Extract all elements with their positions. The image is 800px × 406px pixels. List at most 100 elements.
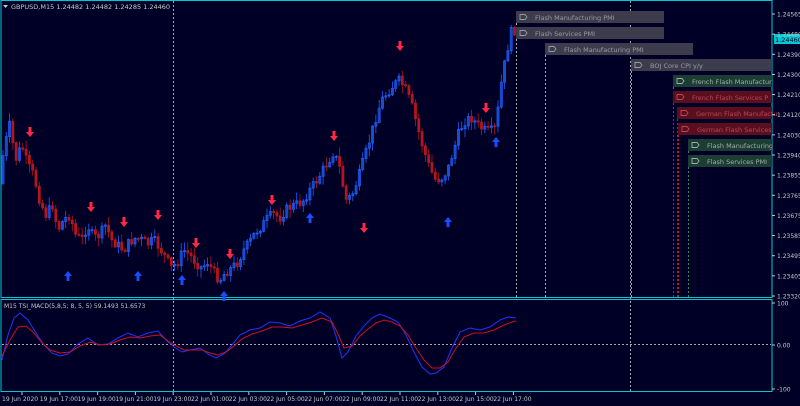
candle-body [54,208,58,222]
candle-body [348,195,351,200]
event-label[interactable]: Flash Services PMI [688,155,772,167]
tag-icon [676,94,685,100]
candle-body [377,107,381,123]
candle-body [328,161,332,168]
price-axis: 1.24565 1.24480 1.24390 1.24300 1.24210 1.241… [772,12,800,301]
candle-body [509,27,513,52]
candle-body [384,95,388,98]
candle-body [341,165,345,187]
candle-body [321,165,325,177]
candle-body [90,229,94,232]
candle-body [163,252,167,256]
candle-body [483,125,487,130]
buy-arrow-icon [492,137,500,147]
candle-body [229,267,233,276]
buy-arrow-icon [220,291,228,301]
candle-body [173,264,177,266]
candle-body [18,147,21,161]
candle-body [1,155,5,184]
candle-body [404,84,408,87]
candle-body [331,156,335,163]
candle-body [80,234,84,237]
tag-icon [691,142,700,148]
event-label[interactable]: German Flash Manufactu [677,107,778,119]
candle-body [278,215,282,222]
candlesticks [1,24,516,285]
candle-body [156,236,160,249]
chevron-down-icon[interactable] [3,5,8,8]
candle-body [410,94,414,104]
candle-body [367,142,371,149]
candle-body [196,262,200,270]
event-label-text: Flash Manufacturing PMI [535,14,615,22]
candle-body [107,224,110,233]
time-tick-label: 19 Jun 19:00 [78,396,116,403]
candle-body [127,239,130,252]
event-label[interactable]: Flash Services PMI [516,27,664,39]
candle-body [94,229,97,235]
sell-arrow-icon [192,238,200,248]
candle-body [371,125,375,144]
price-tick-label: 1.23765 [777,193,800,200]
time-tick-label: 22 Jun 05:00 [267,396,305,403]
candle-body [37,185,41,204]
event-label-text: Flash Manufacturing PMI [564,46,644,54]
event-label-text: French Flash Services P [692,94,768,102]
candle-body [87,229,91,236]
price-tick-label: 1.24210 [777,92,800,99]
event-label[interactable]: French Flash Manufactur [673,75,772,87]
candle-body [357,168,361,187]
time-tick-label: 19 Jun 21:00 [115,396,153,403]
candle-body [70,219,74,225]
event-label[interactable]: Flash Manufacturing PMI [545,43,693,55]
candle-body [374,121,378,127]
candle-body [146,238,150,246]
candle-body [433,171,437,180]
indicator-tick-label: 100 [777,301,789,308]
candle-body [420,131,424,147]
time-tick-label: 19 Jun 2020 [2,396,38,403]
candle-body [166,254,170,259]
event-label-text: Flash Manufacturing [707,142,773,150]
time-tick-label: 22 Jun 03:00 [229,396,267,403]
candle-body [153,236,157,238]
candle-body [381,96,384,109]
candle-body [493,125,497,128]
event-label[interactable]: German Flash Services [678,123,772,135]
candle-body [222,274,226,281]
event-label[interactable]: French Flash Services P [673,91,772,103]
candle-body [64,217,68,223]
indicator-tick-label: -100 [777,387,791,394]
candle-body [334,155,338,158]
candle-body [212,266,216,269]
candle-body [470,116,474,123]
candle-body [414,102,417,120]
event-label[interactable]: Flash Manufacturing [688,139,773,151]
candle-body [407,85,411,95]
candle-body [275,212,279,217]
current-price-label: 1.24460 [775,36,800,44]
candle-body [440,179,444,183]
candle-body [282,216,285,222]
candle-body [8,120,12,138]
candle-body [242,248,246,260]
indicator-info: M15 TSI_MACD(5,8,5; 8, 5, 5) 59.1493 51.… [4,303,146,310]
price-tick-label: 1.24300 [777,72,800,79]
candle-body [199,266,203,270]
tag-icon [634,62,643,68]
candle-body [143,236,147,239]
candle-body [387,94,391,97]
current-price-marker: 1.24460 [774,34,800,44]
tag-icon [676,78,685,84]
candle-body [354,185,358,195]
candle-body [265,214,269,221]
event-label[interactable]: BOJ Core CPI y/y [631,59,772,71]
candle-body [427,154,431,163]
candle-body [437,178,441,183]
price-tick-label: 1.23855 [777,173,800,180]
price-tick-label: 1.24120 [777,112,800,119]
candle-body [486,125,490,128]
event-label[interactable]: Flash Manufacturing PMI [516,11,664,23]
